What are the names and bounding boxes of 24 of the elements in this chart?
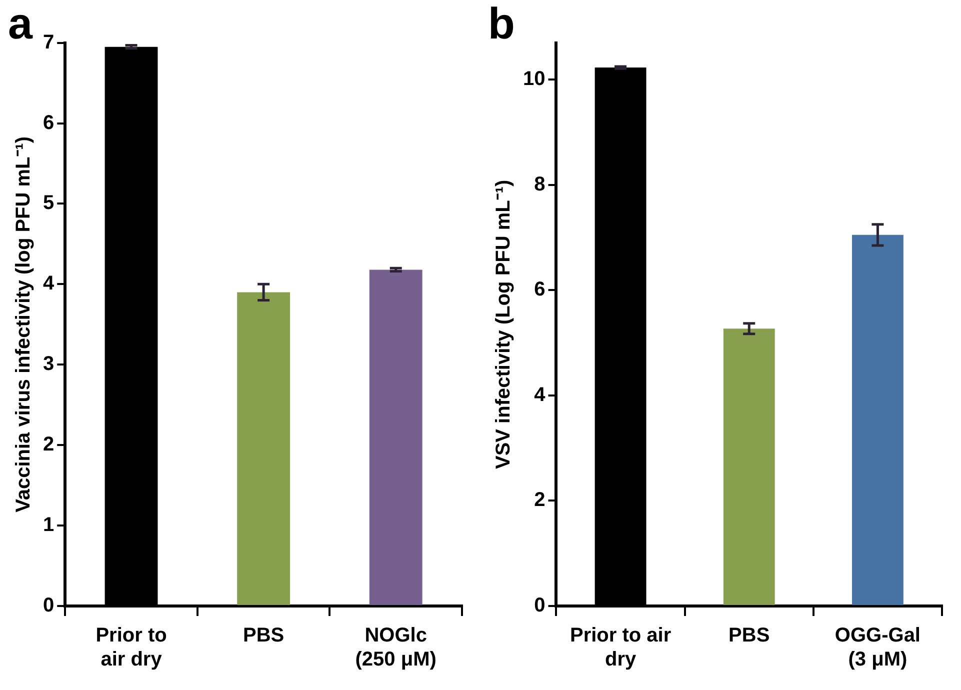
chart-title: b bbox=[488, 0, 515, 49]
y-tick-label: 2 bbox=[534, 489, 546, 512]
x-tick-label: Prior to air dry bbox=[96, 624, 167, 671]
y-tick-label: 0 bbox=[534, 594, 546, 617]
y-tick-label: 6 bbox=[43, 112, 54, 134]
y-axis-title: VSV infectivity (Log PFU mL⁻¹) bbox=[492, 180, 515, 470]
x-tick-label: PBS bbox=[728, 624, 770, 647]
y-tick-label: 4 bbox=[43, 272, 55, 295]
y-tick-label: 1 bbox=[43, 514, 54, 536]
y-tick-label: 8 bbox=[534, 173, 546, 196]
x-tick-label: OGG-Gal (3 μM) bbox=[834, 624, 920, 671]
chart-title: a bbox=[8, 0, 33, 49]
y-tick-label: 0 bbox=[43, 594, 54, 617]
y-tick-label: 7 bbox=[43, 31, 54, 54]
x-tick-label: Prior to air dry bbox=[570, 624, 672, 671]
y-tick-label: 4 bbox=[534, 384, 546, 406]
x-tick-label: NOGlc (250 μM) bbox=[355, 624, 436, 671]
y-tick-label: 10 bbox=[522, 68, 546, 90]
x-tick-label: PBS bbox=[243, 624, 284, 647]
y-tick-label: 5 bbox=[43, 192, 54, 214]
y-tick-label: 2 bbox=[43, 434, 54, 456]
y-axis-title: Vaccinia virus infectivity (log PFU mL⁻¹) bbox=[12, 136, 35, 512]
y-tick-label: 3 bbox=[43, 353, 54, 376]
y-tick-label: 6 bbox=[534, 278, 546, 301]
